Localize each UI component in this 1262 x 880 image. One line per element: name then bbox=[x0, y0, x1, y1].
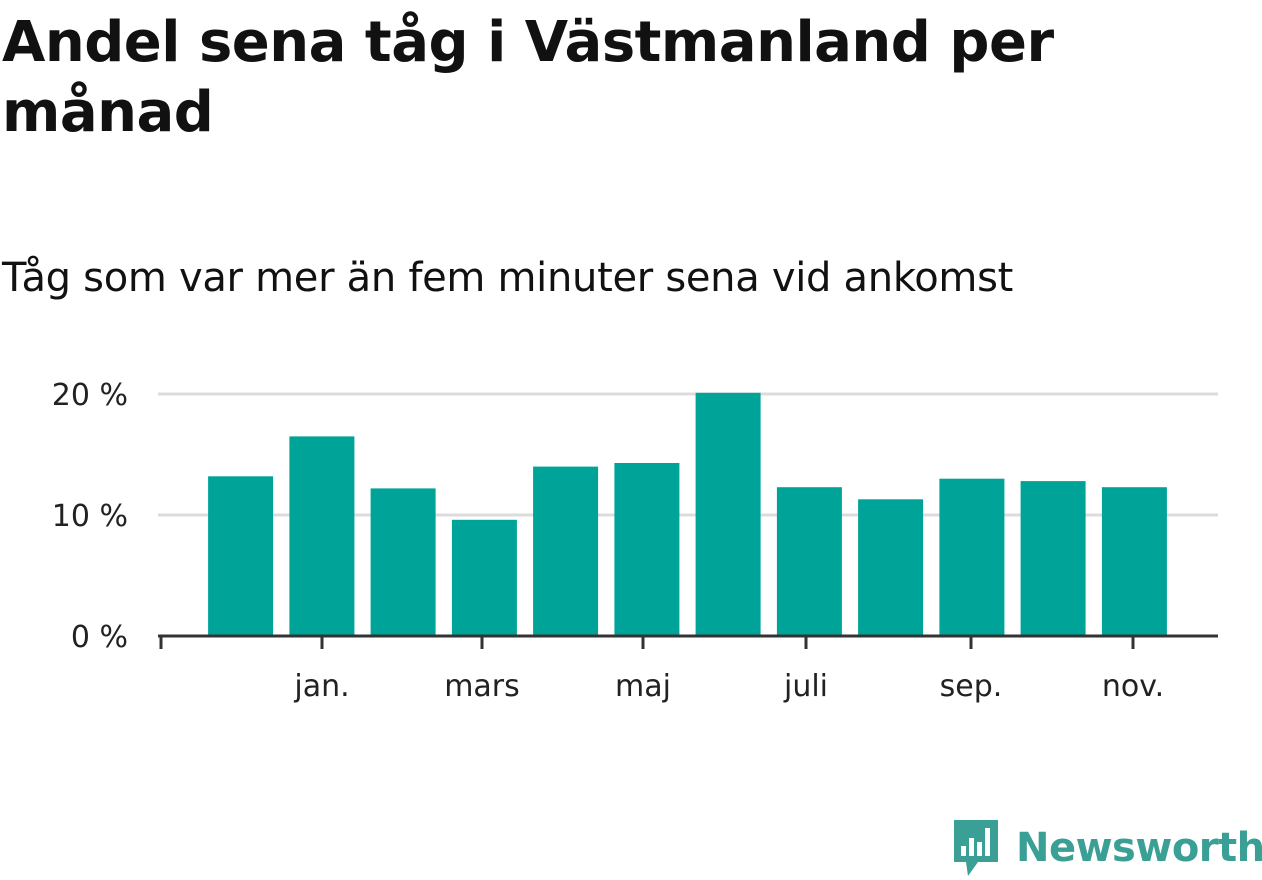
y-tick-label: 20 % bbox=[52, 378, 128, 413]
bars bbox=[208, 392, 1167, 636]
x-tick-label: nov. bbox=[1102, 669, 1164, 704]
bar-9 bbox=[939, 478, 1005, 636]
bar-7 bbox=[776, 487, 842, 636]
y-tick-label: 10 % bbox=[52, 499, 128, 534]
bar-6 bbox=[695, 392, 761, 636]
x-tick-label: jan. bbox=[293, 669, 349, 704]
bar-10 bbox=[1020, 481, 1086, 636]
bar-0 bbox=[208, 476, 274, 636]
bar-3 bbox=[451, 519, 517, 636]
y-tick-labels: 0 % 10 % 20 % bbox=[52, 378, 128, 655]
newsworthy-logo-icon bbox=[954, 820, 998, 876]
x-tick-labels: jan. mars maj juli sep. nov. bbox=[293, 669, 1164, 704]
bar-chart: 0 % 10 % 20 % jan. mars maj juli sep. nov. bbox=[52, 378, 1218, 704]
x-tick-label: juli bbox=[783, 669, 828, 704]
chart-title: Andel sena tåg i Västmanland per månad bbox=[2, 10, 1054, 145]
y-tick-label: 0 % bbox=[71, 620, 128, 655]
bar-4 bbox=[533, 466, 599, 636]
brand-name: Newsworthy bbox=[1016, 825, 1262, 871]
bar-5 bbox=[614, 463, 680, 636]
x-tick-label: sep. bbox=[940, 669, 1003, 704]
bar-2 bbox=[370, 488, 436, 636]
x-tick-label: mars bbox=[444, 669, 520, 704]
x-axis bbox=[158, 634, 1218, 649]
bar-11 bbox=[1101, 487, 1167, 636]
x-tick-label: maj bbox=[615, 669, 671, 704]
chart-subtitle: Tåg som var mer än fem minuter sena vid … bbox=[2, 255, 1014, 301]
bar-1 bbox=[289, 436, 355, 636]
bar-8 bbox=[858, 499, 924, 636]
newsworthy-logo: Newsworthy bbox=[950, 816, 1262, 880]
